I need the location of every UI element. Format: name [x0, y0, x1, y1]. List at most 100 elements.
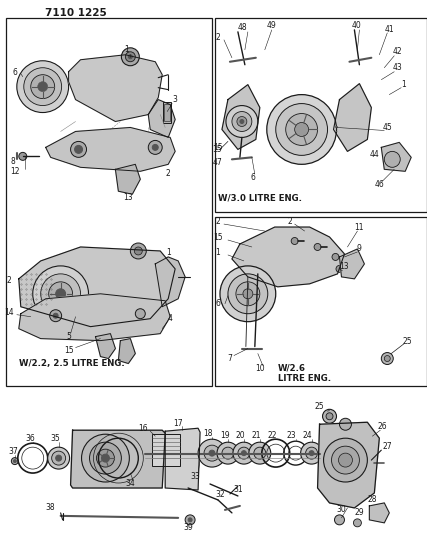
Circle shape — [314, 244, 321, 251]
Text: 47: 47 — [213, 158, 223, 167]
Circle shape — [332, 446, 360, 474]
Text: 15: 15 — [213, 143, 223, 152]
Circle shape — [233, 442, 255, 464]
Text: 32: 32 — [215, 490, 225, 499]
Text: 48: 48 — [238, 23, 248, 33]
Text: 16: 16 — [139, 424, 148, 433]
Circle shape — [240, 119, 244, 124]
Text: 27: 27 — [383, 442, 392, 451]
Circle shape — [276, 103, 327, 155]
Text: 6: 6 — [12, 68, 17, 77]
Circle shape — [339, 418, 351, 430]
Circle shape — [53, 313, 58, 318]
Text: 10: 10 — [255, 364, 265, 373]
Text: 7: 7 — [228, 354, 232, 363]
Text: 20: 20 — [235, 431, 245, 440]
Text: 28: 28 — [368, 496, 377, 504]
Polygon shape — [19, 247, 175, 327]
Circle shape — [309, 450, 314, 456]
Circle shape — [71, 141, 86, 157]
Polygon shape — [222, 85, 260, 149]
Text: 44: 44 — [369, 150, 379, 159]
Polygon shape — [381, 142, 411, 171]
Text: 8: 8 — [10, 157, 15, 166]
Polygon shape — [95, 334, 116, 359]
Text: 26: 26 — [377, 422, 387, 431]
Text: 1: 1 — [166, 248, 171, 257]
Polygon shape — [339, 249, 364, 279]
Text: 15: 15 — [212, 145, 222, 154]
Text: 24: 24 — [303, 431, 312, 440]
Polygon shape — [369, 503, 389, 523]
Circle shape — [228, 274, 268, 314]
Circle shape — [50, 310, 62, 322]
Text: 12: 12 — [10, 167, 20, 176]
Bar — [163, 102, 171, 124]
Circle shape — [41, 274, 80, 314]
Text: 4: 4 — [168, 314, 172, 323]
Polygon shape — [19, 294, 170, 341]
Bar — [215, 18, 427, 212]
Text: 17: 17 — [173, 419, 183, 428]
Polygon shape — [148, 100, 175, 138]
Circle shape — [148, 140, 162, 155]
Circle shape — [204, 445, 220, 461]
Circle shape — [38, 82, 48, 92]
Circle shape — [222, 447, 234, 459]
Circle shape — [24, 68, 62, 106]
Circle shape — [131, 243, 146, 259]
Text: 19: 19 — [220, 431, 230, 440]
Bar — [164, 103, 170, 122]
Circle shape — [185, 515, 195, 525]
Text: 2: 2 — [216, 34, 220, 42]
Circle shape — [56, 455, 62, 461]
Text: W/2.6
LITRE ENG.: W/2.6 LITRE ENG. — [278, 364, 331, 383]
Circle shape — [384, 151, 400, 167]
Text: 35: 35 — [51, 434, 60, 443]
Text: 22: 22 — [267, 431, 276, 440]
Circle shape — [243, 289, 253, 299]
Text: 13: 13 — [340, 262, 349, 271]
Circle shape — [339, 453, 352, 467]
Circle shape — [232, 111, 252, 132]
Text: 43: 43 — [392, 63, 402, 72]
Text: 23: 23 — [287, 431, 297, 440]
Text: 11: 11 — [355, 223, 364, 231]
Circle shape — [381, 352, 393, 365]
Circle shape — [335, 515, 345, 525]
Text: W/3.0 LITRE ENG.: W/3.0 LITRE ENG. — [218, 193, 302, 202]
Text: 41: 41 — [384, 26, 394, 34]
Circle shape — [354, 519, 361, 527]
Circle shape — [306, 447, 318, 459]
Circle shape — [125, 52, 135, 62]
Circle shape — [324, 438, 367, 482]
Bar — [6, 18, 212, 386]
Text: 42: 42 — [392, 47, 402, 56]
Circle shape — [336, 265, 343, 272]
Bar — [152, 434, 180, 466]
Circle shape — [238, 447, 250, 459]
Circle shape — [122, 48, 139, 66]
Text: 18: 18 — [203, 429, 213, 438]
Circle shape — [13, 459, 16, 463]
Circle shape — [31, 75, 55, 99]
Circle shape — [33, 266, 89, 322]
Text: 2: 2 — [166, 169, 171, 178]
Text: 6: 6 — [250, 173, 255, 182]
Circle shape — [48, 447, 70, 469]
Circle shape — [134, 247, 142, 255]
Circle shape — [286, 114, 318, 146]
Circle shape — [17, 61, 68, 112]
Text: 3: 3 — [173, 95, 178, 104]
Circle shape — [19, 152, 27, 160]
Circle shape — [226, 106, 258, 138]
Polygon shape — [68, 55, 162, 122]
Circle shape — [217, 442, 239, 464]
Polygon shape — [119, 338, 135, 364]
Text: 45: 45 — [382, 123, 392, 132]
Circle shape — [52, 451, 65, 465]
Text: 49: 49 — [267, 21, 276, 30]
Text: 34: 34 — [125, 479, 135, 488]
Bar — [215, 217, 427, 386]
Text: 15: 15 — [213, 232, 223, 241]
